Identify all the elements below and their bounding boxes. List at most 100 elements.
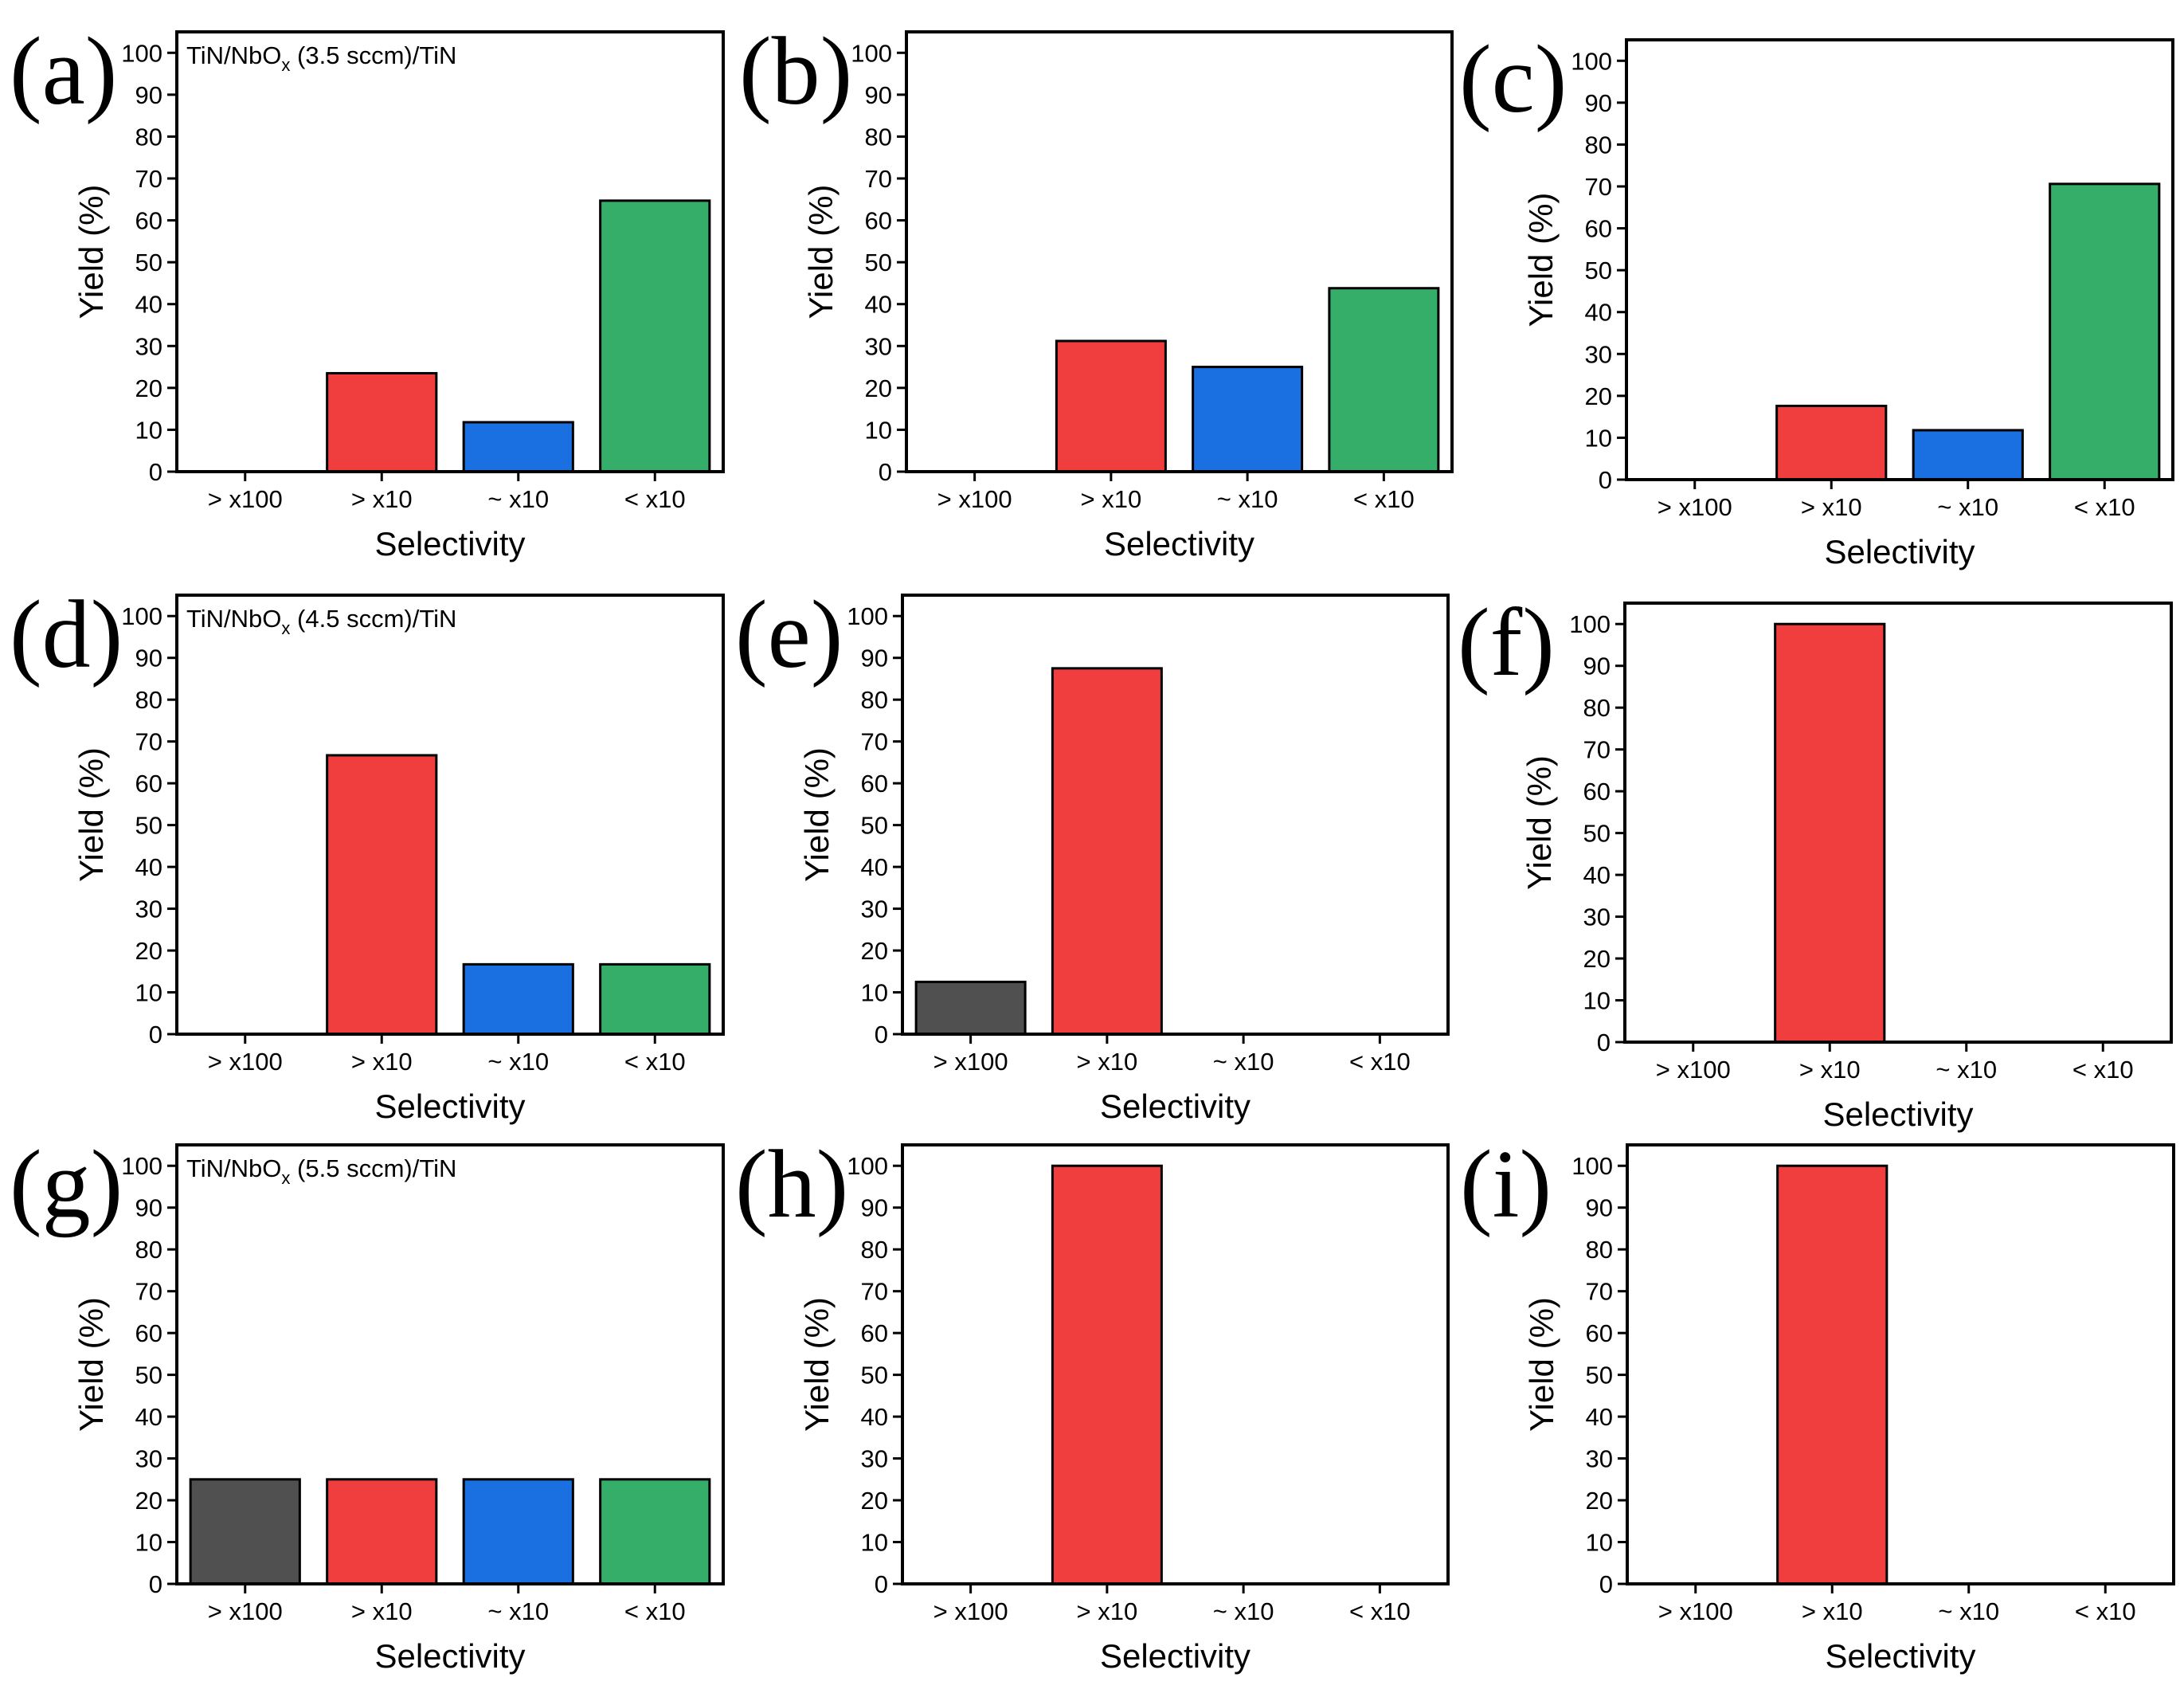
bar-e-0 (914, 980, 1027, 1036)
y-tick-label: 90 (861, 645, 888, 672)
y-tick-label: 80 (1586, 1236, 1613, 1264)
y-tick-label: 90 (1583, 653, 1611, 680)
y-tick-label: 60 (861, 770, 888, 798)
y-tick-label: 10 (135, 979, 162, 1007)
panel-g: 0 10 20 30 40 50 60 70 80 90 100 > x100 > x10 ~ x10 < … (10, 1131, 725, 1675)
y-tick-label: 30 (861, 896, 888, 923)
y-tick-label: 40 (135, 291, 162, 319)
y-tick-label: 80 (135, 1236, 162, 1264)
bar-g-2 (462, 1478, 574, 1585)
y-tick-label: 0 (149, 1570, 162, 1598)
x-tick-label: ~ x10 (487, 485, 549, 513)
x-tick-label: < x10 (2072, 1056, 2134, 1084)
y-tick-label: 60 (1586, 1319, 1613, 1347)
x-axis-title-e: Selectivity (1100, 1088, 1251, 1125)
y-tick-label: 0 (1599, 1570, 1613, 1598)
y-axis-title-f: Yield (%) (1521, 755, 1558, 890)
y-tick-label: 80 (861, 686, 888, 714)
x-tick-label: < x10 (1349, 1597, 1411, 1625)
y-tick-label: 30 (1585, 340, 1612, 368)
y-tick-label: 40 (861, 853, 888, 881)
y-tick-label: 40 (1586, 1403, 1613, 1431)
y-tick-label: 60 (861, 1319, 888, 1347)
x-axis-title-h: Selectivity (1100, 1637, 1251, 1675)
plot-frame-g (175, 1143, 725, 1585)
y-axis-title-a: Yield (%) (72, 185, 110, 319)
x-tick-label: > x100 (1658, 493, 1732, 521)
bar-b-3 (1328, 287, 1440, 473)
y-tick-label: 0 (875, 1570, 888, 1598)
y-tick-label: 0 (879, 458, 892, 486)
panel-letter-c: (c) (1459, 25, 1567, 133)
y-tick-label: 70 (135, 728, 162, 756)
bar-f-1 (1774, 622, 1886, 1044)
y-tick-label: 80 (135, 123, 162, 151)
plot-frame-d (175, 594, 725, 1036)
panel-letter-d: (d) (10, 581, 123, 688)
y-axis-title-d: Yield (%) (72, 747, 110, 882)
y-tick-label: 10 (1583, 987, 1611, 1015)
panel-letter-f: (f) (1458, 589, 1555, 696)
x-axis-title-d: Selectivity (374, 1088, 525, 1125)
y-tick-label: 80 (135, 686, 162, 714)
panel-letter-e: (e) (735, 581, 843, 688)
y-tick-label: 20 (865, 374, 892, 402)
y-tick-label: 0 (875, 1021, 888, 1048)
y-tick-label: 100 (1571, 1152, 1613, 1180)
y-tick-label: 10 (1586, 1529, 1613, 1557)
y-tick-label: 50 (135, 1362, 162, 1389)
y-tick-label: 30 (1583, 903, 1611, 931)
y-axis-title-g: Yield (%) (72, 1297, 110, 1432)
y-tick-label: 100 (121, 39, 162, 67)
y-tick-label: 30 (135, 332, 162, 360)
x-tick-label: ~ x10 (1938, 1597, 1999, 1625)
y-tick-label: 80 (1585, 131, 1612, 159)
y-tick-label: 70 (135, 1278, 162, 1306)
panel-letter-a: (a) (10, 18, 117, 125)
x-tick-label: > x10 (351, 1048, 413, 1076)
y-axis-title-i: Yield (%) (1523, 1297, 1560, 1432)
bar-d-3 (599, 962, 711, 1036)
x-tick-label: > x10 (1802, 1597, 1863, 1625)
y-tick-label: 70 (1585, 173, 1612, 201)
y-axis-title-h: Yield (%) (798, 1297, 836, 1432)
plot-frame-c (1625, 38, 2174, 481)
y-tick-label: 90 (865, 81, 892, 109)
y-tick-label: 20 (135, 937, 162, 965)
y-tick-label: 30 (861, 1445, 888, 1473)
x-axis-title-f: Selectivity (1822, 1095, 1973, 1133)
panel-letter-i: (i) (1460, 1131, 1552, 1238)
y-tick-label: 10 (861, 1529, 888, 1557)
y-tick-label: 70 (1583, 736, 1611, 764)
y-tick-label: 70 (861, 1278, 888, 1306)
y-tick-label: 60 (865, 207, 892, 235)
panel-b: 0 10 20 30 40 50 60 70 80 90 100 > x100 > x10 ~ x10 < … (739, 18, 1454, 562)
y-tick-label: 80 (865, 123, 892, 151)
y-tick-label: 30 (865, 332, 892, 360)
bar-a-2 (462, 421, 574, 473)
x-tick-label: > x100 (933, 1048, 1008, 1076)
y-tick-label: 20 (135, 374, 162, 402)
x-tick-label: > x10 (351, 1597, 413, 1625)
y-tick-label: 50 (1586, 1362, 1613, 1389)
x-tick-label: > x10 (1077, 1048, 1138, 1076)
x-tick-label: > x10 (1801, 493, 1862, 521)
y-tick-label: 90 (1585, 89, 1612, 117)
x-tick-label: < x10 (624, 1048, 686, 1076)
panel-i: 0 10 20 30 40 50 60 70 80 90 100 > x100 > x10 ~ x10 < … (1460, 1131, 2175, 1675)
y-tick-label: 0 (149, 458, 162, 486)
x-tick-label: > x100 (933, 1597, 1008, 1625)
y-tick-label: 20 (135, 1487, 162, 1515)
panel-h: 0 10 20 30 40 50 60 70 80 90 100 > x100 > x10 ~ x10 < … (735, 1131, 1450, 1675)
panel-annotation-a: TiN/NbOx (3.5 sccm)/TiN (186, 41, 456, 75)
x-tick-label: < x10 (1353, 485, 1415, 513)
y-tick-label: 100 (847, 1152, 888, 1180)
plot-frame-b (905, 30, 1454, 473)
x-tick-label: ~ x10 (1213, 1048, 1274, 1076)
x-tick-label: > x10 (1077, 1597, 1138, 1625)
y-tick-label: 100 (121, 602, 162, 630)
bar-e-1 (1051, 667, 1163, 1036)
plot-frame-i (1626, 1143, 2175, 1585)
y-tick-label: 40 (135, 853, 162, 881)
